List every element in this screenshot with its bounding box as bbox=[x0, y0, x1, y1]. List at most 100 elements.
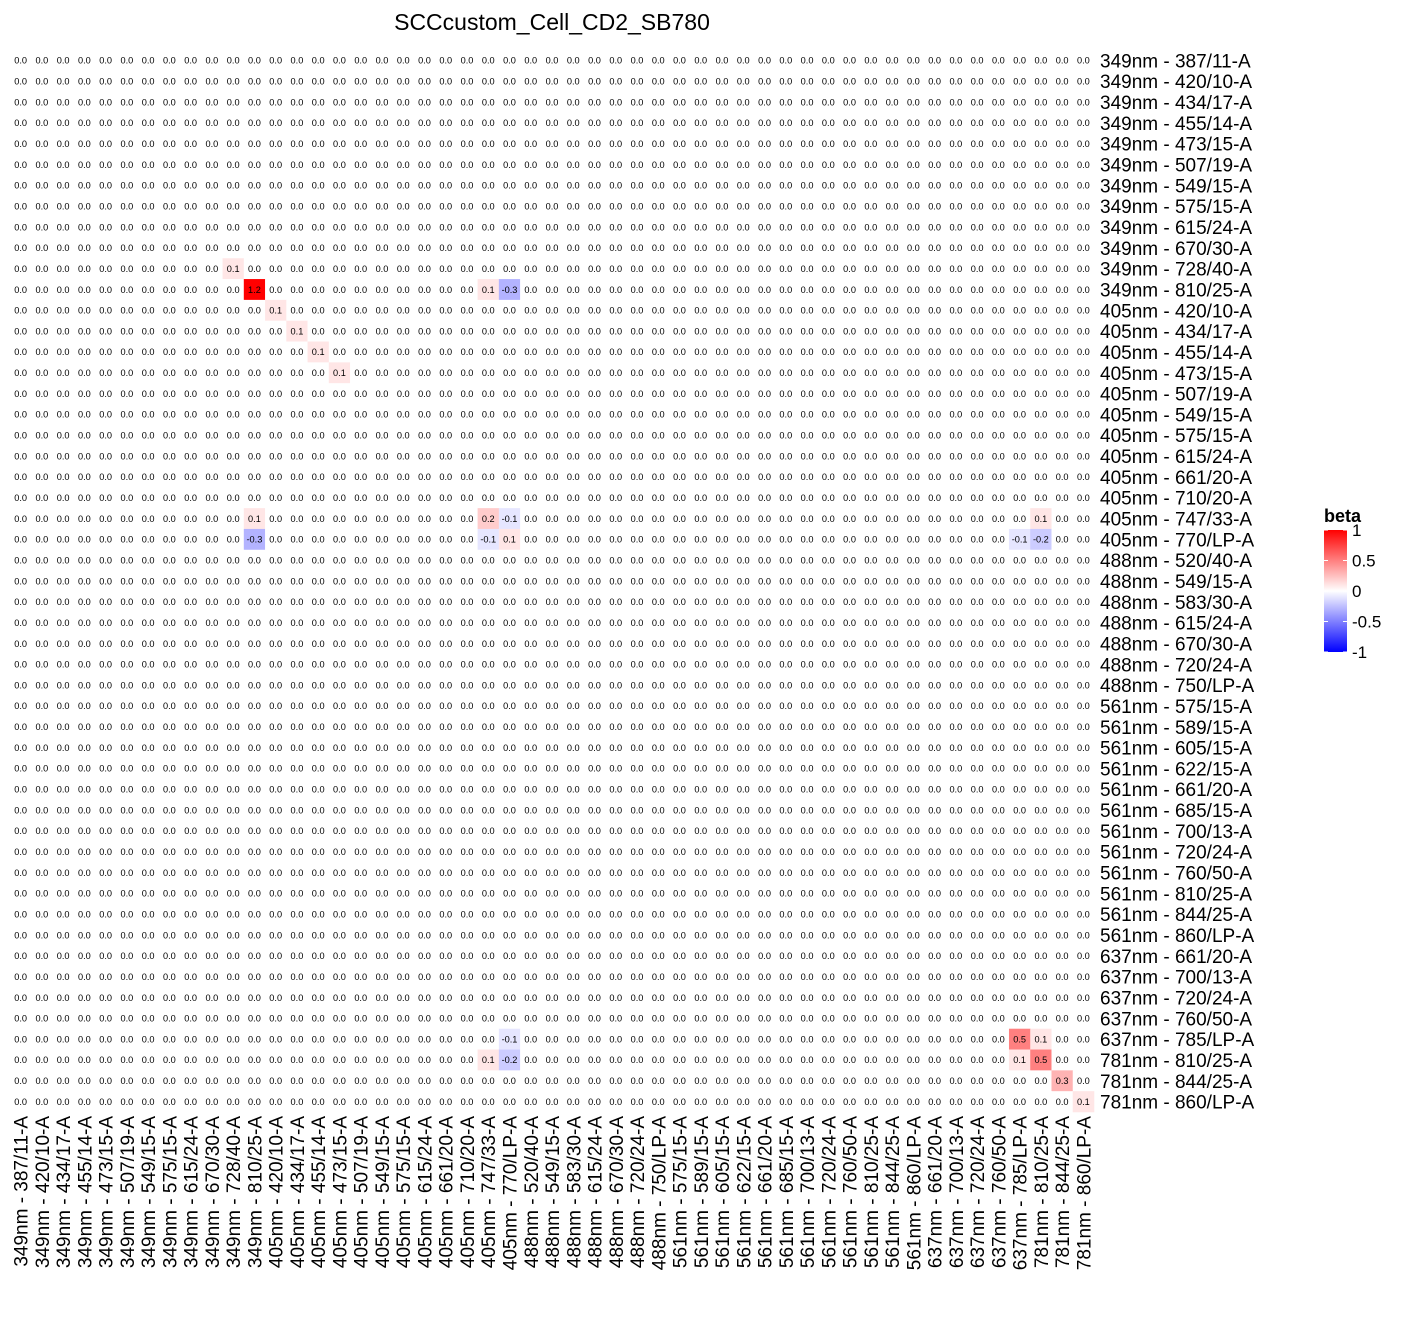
heatmap-cell bbox=[31, 237, 53, 259]
cell-value-label: 0.0 bbox=[397, 514, 410, 524]
cell-value-label: 0.0 bbox=[461, 493, 474, 503]
cell-value-label: 0.0 bbox=[503, 618, 516, 628]
cell-value-label: 0.0 bbox=[864, 909, 877, 919]
cell-value-label: 0.0 bbox=[142, 222, 155, 232]
cell-value-label: 0.0 bbox=[184, 764, 197, 774]
cell-value-label: 0.0 bbox=[567, 680, 580, 690]
cell-value-label: 0.0 bbox=[248, 618, 261, 628]
cell-value-label: 0.0 bbox=[439, 597, 452, 607]
heatmap-cell bbox=[413, 237, 436, 259]
cell-value-label: 0.0 bbox=[333, 785, 346, 795]
cell-value-label: 0.0 bbox=[588, 972, 601, 982]
cell-value-label: 0.0 bbox=[907, 451, 920, 461]
cell-value-label: 0.0 bbox=[567, 181, 580, 191]
cell-value-label: 0.0 bbox=[99, 764, 112, 774]
heatmap-cell bbox=[10, 174, 32, 197]
cell-value-label: 0.0 bbox=[1013, 514, 1026, 524]
cell-value-label: 0.0 bbox=[907, 139, 920, 149]
cell-value-label: 0.0 bbox=[333, 618, 346, 628]
cell-value-label: 0.0 bbox=[673, 972, 686, 982]
cell-value-label: 0.0 bbox=[652, 805, 665, 815]
cell-value-label: 0.0 bbox=[992, 535, 1005, 545]
cell-value-label: 0.0 bbox=[694, 639, 707, 649]
cell-value-label: 0.0 bbox=[949, 264, 962, 274]
cell-value-label: 0.0 bbox=[779, 993, 792, 1003]
heatmap-cell bbox=[626, 112, 648, 134]
cell-value-label: 0.0 bbox=[1056, 118, 1069, 128]
cell-value-label: 0.0 bbox=[652, 97, 665, 107]
cell-value-label: 0.0 bbox=[716, 431, 729, 441]
cell-value-label: 0.0 bbox=[886, 701, 899, 711]
cell-value-label: 0.0 bbox=[482, 993, 495, 1003]
cell-value-label: 0.0 bbox=[864, 743, 877, 753]
cell-value-label: 0.0 bbox=[758, 889, 771, 899]
cell-value-label: 0.0 bbox=[397, 597, 410, 607]
cell-value-label: 0.0 bbox=[1013, 243, 1026, 253]
cell-value-label: 0.0 bbox=[1034, 993, 1047, 1003]
cell-value-label: 0.0 bbox=[971, 160, 984, 170]
cell-value-label: 0.0 bbox=[843, 701, 856, 711]
cell-value-label: 0.0 bbox=[779, 930, 792, 940]
cell-value-label: 0.0 bbox=[99, 222, 112, 232]
cell-value-label: 0.0 bbox=[588, 56, 601, 66]
cell-value-label: 0.0 bbox=[57, 201, 70, 211]
cell-value-label: 0.0 bbox=[121, 909, 134, 919]
cell-value-label: 0.0 bbox=[843, 97, 856, 107]
cell-value-label: 0.0 bbox=[716, 326, 729, 336]
cell-value-label: 0.0 bbox=[1077, 972, 1090, 982]
heatmap-cell bbox=[987, 112, 1010, 134]
cell-value-label: 0.0 bbox=[227, 306, 240, 316]
cell-value-label: 0.0 bbox=[907, 160, 920, 170]
cell-value-label: 0.0 bbox=[269, 805, 282, 815]
cell-value-label: 0.0 bbox=[971, 993, 984, 1003]
cell-value-label: 0.0 bbox=[779, 1014, 792, 1024]
cell-value-label: 0.0 bbox=[843, 555, 856, 565]
cell-value-label: 0.0 bbox=[652, 764, 665, 774]
cell-value-label: 0.0 bbox=[397, 868, 410, 878]
cell-value-label: 0.0 bbox=[652, 597, 665, 607]
heatmap-cell bbox=[201, 154, 223, 176]
cell-value-label: 0.0 bbox=[333, 1014, 346, 1024]
cell-value-label: 0.0 bbox=[1077, 743, 1090, 753]
cell-value-label: 0.0 bbox=[1034, 743, 1047, 753]
heatmap-cell bbox=[838, 154, 861, 176]
cell-value-label: 0.0 bbox=[35, 618, 48, 628]
cell-value-label: 0.0 bbox=[567, 535, 580, 545]
cell-value-label: 0.0 bbox=[1034, 1014, 1047, 1024]
cell-value-label: 0.0 bbox=[546, 56, 559, 66]
cell-value-label: 0.0 bbox=[716, 535, 729, 545]
cell-value-label: 0.0 bbox=[333, 118, 346, 128]
cell-value-label: 0.0 bbox=[439, 743, 452, 753]
cell-value-label: 0.0 bbox=[716, 618, 729, 628]
cell-value-label: 0.0 bbox=[184, 597, 197, 607]
cell-value-label: 0.0 bbox=[227, 431, 240, 441]
cell-value-label: 0.0 bbox=[57, 222, 70, 232]
heatmap-cell bbox=[371, 50, 393, 72]
cell-value-label: 0.0 bbox=[652, 118, 665, 128]
cell-value-label: 0.0 bbox=[694, 701, 707, 711]
cell-value-label: 0.0 bbox=[248, 951, 261, 961]
cell-value-label: 0.0 bbox=[227, 597, 240, 607]
cell-value-label: 0.0 bbox=[14, 1014, 27, 1024]
cell-value-label: 0.0 bbox=[376, 410, 389, 420]
heatmap-cell bbox=[711, 70, 733, 92]
cell-value-label: 0.0 bbox=[14, 56, 27, 66]
cell-value-label: 0.0 bbox=[1034, 951, 1047, 961]
cell-value-label: 0.0 bbox=[14, 618, 27, 628]
cell-value-label: 0.0 bbox=[971, 743, 984, 753]
cell-value-label: 0.0 bbox=[439, 847, 452, 857]
cell-value-label: 0.0 bbox=[928, 805, 941, 815]
heatmap-cell bbox=[286, 133, 308, 155]
cell-value-label: 0.0 bbox=[609, 347, 622, 357]
cell-value-label: 0.0 bbox=[737, 660, 750, 670]
cell-value-label: 0.0 bbox=[78, 326, 91, 336]
cell-value-label: 0.0 bbox=[78, 597, 91, 607]
cell-value-label: 0.0 bbox=[354, 493, 367, 503]
cell-value-label: 0.0 bbox=[503, 597, 516, 607]
cell-value-label: 0.0 bbox=[35, 410, 48, 420]
cell-value-label: 0.0 bbox=[397, 535, 410, 545]
cell-value-label: 0.0 bbox=[694, 410, 707, 420]
cell-value-label: 0.0 bbox=[376, 785, 389, 795]
heatmap-cell bbox=[456, 174, 478, 197]
cell-value-label: 0.0 bbox=[184, 56, 197, 66]
